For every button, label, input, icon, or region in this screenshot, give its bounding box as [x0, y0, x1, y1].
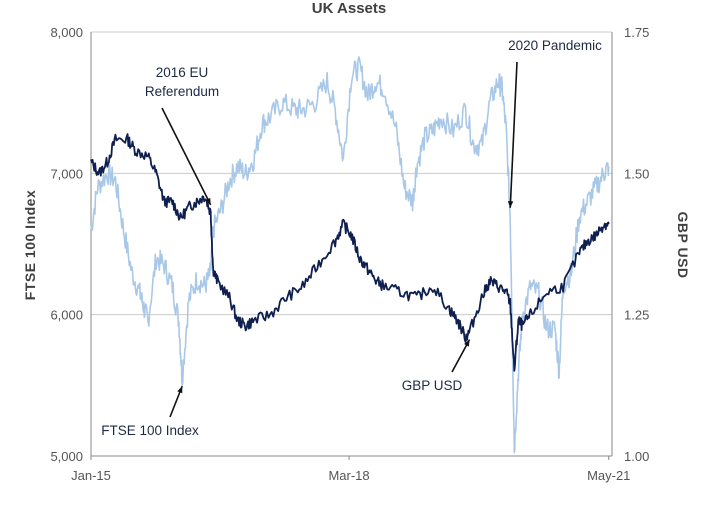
y-right-tick-label: 1.75	[624, 25, 649, 40]
annotation: 2020 Pandemic	[507, 38, 602, 208]
annotation-arrow	[161, 107, 212, 206]
annotation-label: GBP USD	[402, 378, 463, 393]
chart-title: UK Assets	[312, 0, 386, 17]
y-right-tick-label: 1.00	[624, 449, 649, 464]
series-line-gbpusd	[90, 133, 610, 372]
annotation-arrow	[509, 61, 518, 208]
y-right-tick-label: 1.50	[624, 166, 649, 181]
annotation: 2016 EU Referendum	[145, 65, 219, 206]
annotation-arrowhead	[205, 197, 211, 205]
y-axis-left-title: FTSE 100 Index	[22, 190, 38, 300]
x-tick-label: Mar-18	[328, 468, 369, 483]
annotation: FTSE 100 Index	[101, 385, 199, 438]
annotation-arrowhead	[464, 339, 470, 347]
x-tick-label: Jan-15	[71, 468, 111, 483]
annotation-label: 2016 EU	[156, 65, 209, 80]
annotation-label: Referendum	[145, 84, 219, 99]
tick-labels: 5,000 6,000 7,000 8,000 1.00 1.25 1.50 1.75 Jan-…	[50, 25, 649, 483]
y-left-tick-label: 6,000	[50, 308, 83, 323]
y-left-tick-label: 5,000	[50, 449, 83, 464]
annotation-label: 2020 Pandemic	[508, 38, 602, 53]
annotation-arrowhead	[507, 201, 514, 208]
y-right-tick-label: 1.25	[624, 308, 649, 323]
x-tick-label: May-21	[587, 468, 630, 483]
series-line-ftse	[90, 56, 610, 454]
axes	[90, 32, 613, 460]
annotation: GBP USD	[402, 339, 471, 393]
y-axis-right-title: GBP USD	[675, 211, 691, 278]
y-left-tick-label: 8,000	[50, 25, 83, 40]
annotations: 2016 EU Referendum 2020 Pandemic FTSE 100 I…	[101, 38, 602, 438]
annotation-label: FTSE 100 Index	[101, 423, 199, 438]
annotation-arrowhead	[177, 386, 183, 394]
series-layer	[90, 56, 610, 454]
y-left-tick-label: 7,000	[50, 166, 83, 181]
